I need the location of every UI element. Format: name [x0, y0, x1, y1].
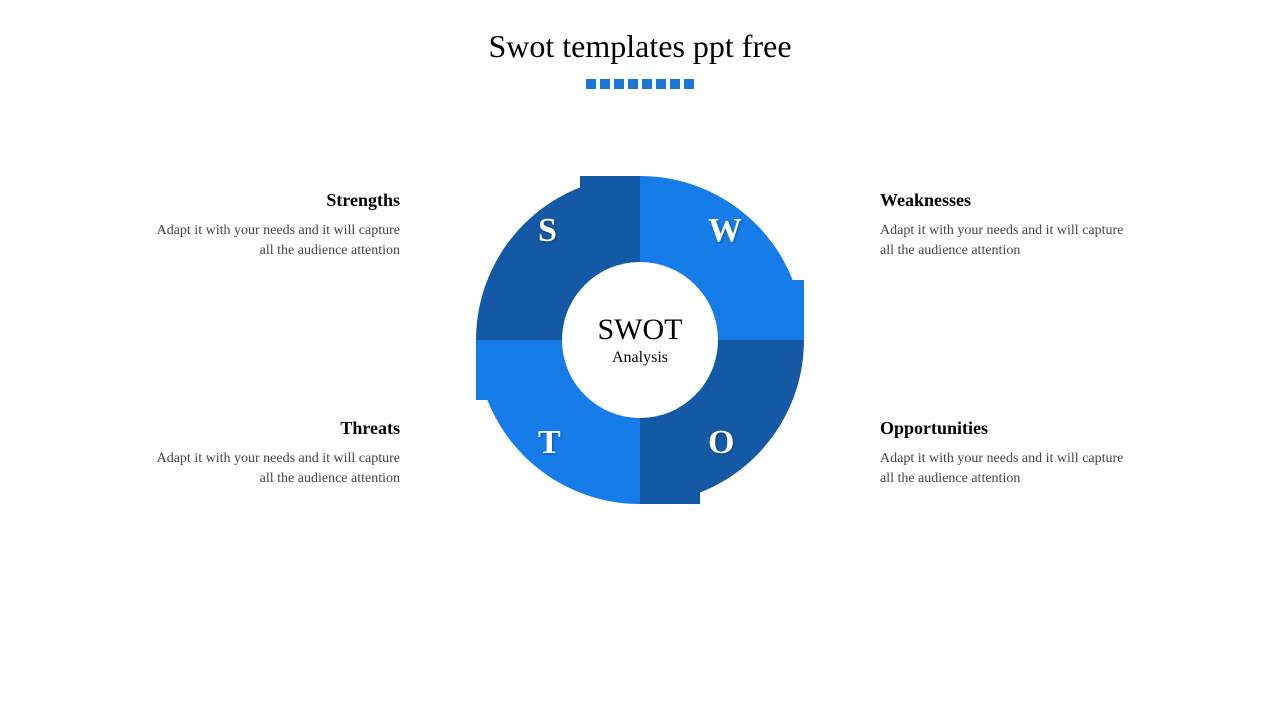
- label-weaknesses: Weaknesses Adapt it with your needs and …: [880, 190, 1140, 262]
- decoration-dot: [684, 79, 694, 89]
- page-title: Swot templates ppt free: [0, 28, 1280, 65]
- decoration-dot: [656, 79, 666, 89]
- label-strengths: Strengths Adapt it with your needs and i…: [140, 190, 400, 262]
- label-opportunities: Opportunities Adapt it with your needs a…: [880, 418, 1140, 490]
- label-threats: Threats Adapt it with your needs and it …: [140, 418, 400, 490]
- center-circle: SWOT Analysis: [562, 262, 718, 418]
- label-opportunities-desc: Adapt it with your needs and it will cap…: [880, 449, 1140, 490]
- decoration-dot: [586, 79, 596, 89]
- label-threats-desc: Adapt it with your needs and it will cap…: [140, 449, 400, 490]
- center-subtitle: Analysis: [612, 349, 668, 367]
- label-weaknesses-title: Weaknesses: [880, 190, 1140, 211]
- label-strengths-desc: Adapt it with your needs and it will cap…: [140, 221, 400, 262]
- decoration-dot: [600, 79, 610, 89]
- decoration-dot: [614, 79, 624, 89]
- label-strengths-title: Strengths: [140, 190, 400, 211]
- quadrant-letter-s: S: [538, 212, 557, 250]
- quadrant-letter-o: O: [708, 424, 734, 462]
- label-opportunities-title: Opportunities: [880, 418, 1140, 439]
- swot-diagram: SWOT Analysis S W O T: [476, 176, 804, 504]
- title-decoration: [0, 76, 1280, 94]
- decoration-dot: [642, 79, 652, 89]
- center-title: SWOT: [598, 313, 683, 347]
- decoration-dot: [628, 79, 638, 89]
- decoration-dot: [670, 79, 680, 89]
- quadrant-letter-t: T: [538, 424, 561, 462]
- label-weaknesses-desc: Adapt it with your needs and it will cap…: [880, 221, 1140, 262]
- label-threats-title: Threats: [140, 418, 400, 439]
- quadrant-letter-w: W: [708, 212, 742, 250]
